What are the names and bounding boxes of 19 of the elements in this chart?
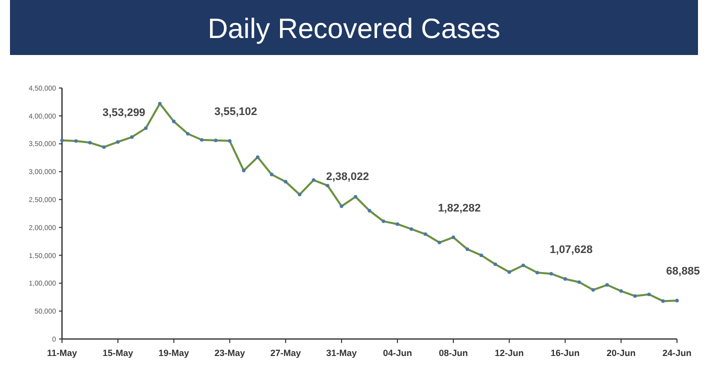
annotation: 3,55,102 (214, 106, 258, 118)
x-tick-label: 31-May (326, 348, 357, 358)
x-tick-label: 12-Jun (494, 348, 524, 358)
annotation: 68,885 (666, 266, 700, 278)
x-tick-label: 11-May (46, 348, 78, 358)
x-tick-label: 16-Jun (550, 348, 580, 358)
x-tick-label: 19-May (158, 348, 190, 358)
x-tick-label: 23-May (214, 348, 245, 358)
x-tick-label: 15-May (102, 348, 134, 358)
x-tick-label: 24-Jun (662, 348, 692, 358)
x-tick-label: 20-Jun (606, 348, 636, 358)
annotation: 2,38,022 (326, 171, 369, 184)
x-tick-label: 27-May (270, 348, 301, 358)
chart-title: Daily Recovered Cases (208, 13, 500, 44)
x-tick-label: 04-Jun (382, 348, 412, 358)
x-tick-label: 08-Jun (438, 348, 468, 358)
annotation: 1,82,282 (438, 202, 481, 214)
annotation: 3,53,299 (102, 106, 146, 119)
annotation: 1,07,628 (550, 244, 593, 256)
